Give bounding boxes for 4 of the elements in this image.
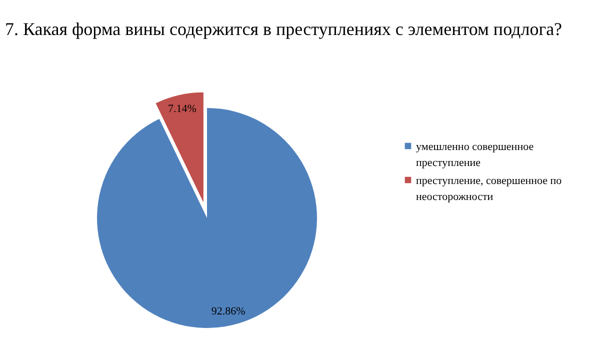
legend-label: преступление, совершенное по неосторожности — [416, 175, 562, 203]
data-label: 92.86% — [211, 305, 246, 318]
data-label: 7.14% — [168, 103, 196, 116]
chart-title: 7. Какая форма вины содержится в преступлениях с элементом подлога? — [5, 19, 562, 39]
